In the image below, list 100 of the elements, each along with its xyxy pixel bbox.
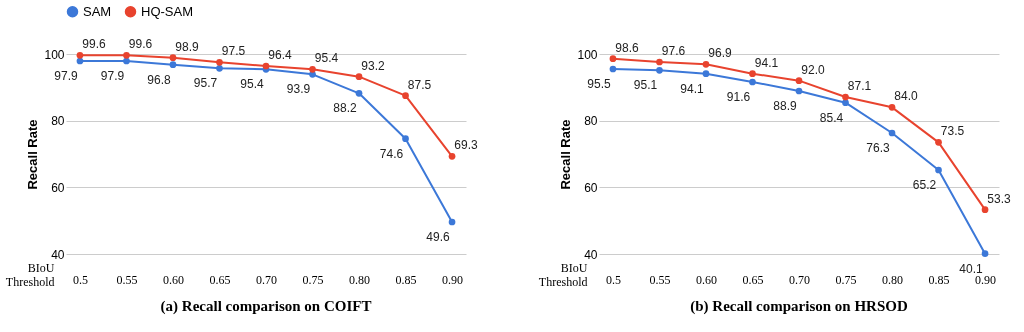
y-tick-label: 40 bbox=[584, 247, 598, 262]
data-label: 97.9 bbox=[100, 69, 125, 83]
data-label: 94.1 bbox=[680, 81, 704, 96]
point bbox=[842, 99, 849, 107]
point bbox=[981, 250, 989, 258]
y-tick-label: 100 bbox=[44, 47, 65, 62]
y-tick-label: 80 bbox=[584, 114, 598, 129]
data-label: 97.9 bbox=[54, 69, 78, 83]
point bbox=[76, 51, 84, 59]
x-tick-label: 0.80 bbox=[882, 272, 904, 287]
data-label: 95.7 bbox=[193, 76, 218, 91]
data-label: 76.3 bbox=[866, 141, 891, 155]
data-label: 88.2 bbox=[333, 101, 358, 116]
x-tick-label: 0.80 bbox=[349, 272, 371, 287]
y-tick-label: 60 bbox=[584, 180, 598, 195]
y-axis-title: Recall Rate bbox=[25, 119, 41, 190]
y-tick-label: 80 bbox=[51, 114, 65, 129]
data-label: 98.9 bbox=[175, 39, 199, 54]
point bbox=[702, 70, 710, 78]
x-tick-label: 0.5 bbox=[605, 272, 621, 287]
point bbox=[262, 62, 270, 70]
data-label: 95.5 bbox=[587, 77, 611, 91]
point bbox=[216, 58, 223, 66]
data-label: 65.2 bbox=[912, 178, 937, 192]
data-label: 93.9 bbox=[286, 82, 311, 97]
data-label: 88.9 bbox=[773, 99, 797, 113]
point bbox=[355, 89, 363, 97]
point bbox=[935, 138, 942, 146]
data-label: 53.3 bbox=[987, 191, 1012, 206]
legend-label: HQ-SAM bbox=[141, 3, 193, 19]
x-tick-label: 0.75 bbox=[302, 272, 324, 287]
x-tick-label: 0.90 bbox=[442, 272, 464, 287]
point bbox=[749, 78, 756, 86]
legend-label: SAM bbox=[83, 3, 112, 19]
data-label: 96.4 bbox=[268, 48, 292, 62]
data-label: 91.6 bbox=[726, 90, 751, 104]
data-label: 69.3 bbox=[454, 138, 479, 153]
data-label: 99.6 bbox=[128, 37, 153, 52]
point bbox=[123, 51, 130, 59]
data-label: 95.4 bbox=[314, 51, 339, 66]
x-tick-label: 0.75 bbox=[835, 272, 857, 287]
x-axis-title: BIoU Threshold bbox=[538, 260, 588, 289]
x-tick-label: 0.5 bbox=[72, 272, 88, 287]
data-label: 74.6 bbox=[379, 146, 404, 161]
point bbox=[656, 66, 663, 74]
data-label: 95.4 bbox=[240, 77, 264, 92]
y-tick-label: 60 bbox=[51, 180, 65, 195]
point bbox=[609, 65, 617, 73]
point bbox=[402, 92, 409, 100]
data-label: 96.8 bbox=[147, 72, 171, 87]
data-label: 93.2 bbox=[361, 58, 386, 73]
point bbox=[76, 57, 84, 65]
data-label: 96.9 bbox=[708, 46, 732, 61]
point bbox=[842, 93, 849, 101]
point bbox=[123, 57, 130, 65]
x-tick-label: 0.60 bbox=[162, 272, 184, 287]
point bbox=[309, 65, 316, 73]
point bbox=[216, 64, 223, 72]
data-label: 98.6 bbox=[615, 40, 639, 55]
data-label: 92.0 bbox=[801, 62, 825, 77]
point bbox=[656, 58, 663, 66]
data-label: 99.6 bbox=[82, 37, 106, 52]
x-tick-label: 0.70 bbox=[789, 272, 810, 287]
y-tick-label: 100 bbox=[577, 47, 598, 62]
data-label: 87.5 bbox=[407, 77, 432, 92]
point bbox=[609, 55, 617, 63]
text: (a) Recall comparison on COIFT bbox=[160, 298, 372, 315]
x-tick-label: 0.55 bbox=[116, 272, 138, 287]
point bbox=[749, 70, 756, 78]
point bbox=[702, 60, 710, 68]
x-tick-label: 0.55 bbox=[649, 272, 671, 287]
point bbox=[402, 135, 409, 143]
point bbox=[448, 218, 456, 226]
text: (b) Recall comparison on HRSOD bbox=[690, 298, 908, 315]
y-tick-label: 40 bbox=[51, 247, 65, 262]
point bbox=[169, 54, 177, 62]
data-label: 97.5 bbox=[221, 44, 246, 59]
data-label: 85.4 bbox=[819, 110, 844, 125]
point bbox=[795, 87, 803, 95]
x-tick-label: 0.85 bbox=[928, 272, 950, 287]
data-label: 95.1 bbox=[633, 78, 658, 93]
point bbox=[888, 129, 896, 137]
point bbox=[935, 166, 942, 174]
y-axis-title: Recall Rate bbox=[558, 119, 574, 190]
point bbox=[795, 77, 803, 85]
data-label: 73.5 bbox=[940, 124, 965, 139]
data-label: 94.1 bbox=[754, 55, 779, 70]
x-tick-label: 0.60 bbox=[695, 272, 717, 287]
point bbox=[888, 103, 896, 111]
x-tick-label: 0.85 bbox=[395, 272, 417, 287]
point bbox=[169, 61, 177, 69]
x-axis-title: BIoU Threshold bbox=[5, 260, 55, 289]
point bbox=[355, 73, 363, 81]
x-tick-label: 0.65 bbox=[742, 272, 764, 287]
data-label: 84.0 bbox=[894, 89, 919, 104]
x-tick-label: 0.70 bbox=[256, 272, 277, 287]
data-label: 49.6 bbox=[426, 230, 451, 244]
point bbox=[448, 152, 456, 160]
data-label: 87.1 bbox=[847, 79, 872, 93]
x-tick-label: 0.65 bbox=[209, 272, 231, 287]
